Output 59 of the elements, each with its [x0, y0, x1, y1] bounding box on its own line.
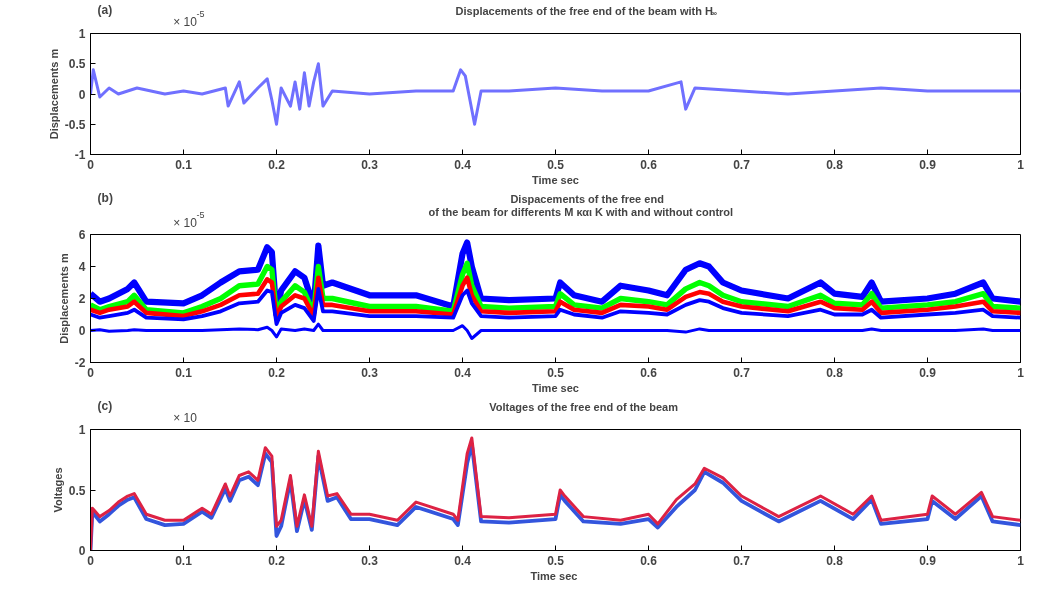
- x-tick-label: 0.2: [268, 553, 286, 568]
- y-tick-label: 4: [78, 260, 86, 274]
- chart-title: Dispacements of the free end of the beam for differents M και K with and without control: [428, 192, 734, 218]
- x-tick-label: 0.5: [547, 553, 565, 568]
- x-tick-label: 0.9: [919, 157, 937, 172]
- x-tick-label: 0.4: [454, 365, 472, 380]
- y-axis-title: Displacements m: [47, 48, 60, 140]
- x-tick-label: 0.6: [640, 157, 658, 172]
- x-tick-label: 0.7: [733, 553, 751, 568]
- x-tick-label: 1: [1017, 157, 1025, 172]
- x-tick-label: 0.3: [361, 553, 379, 568]
- x-tick-label: 0.4: [454, 553, 472, 568]
- x-tick-label: 1: [1017, 365, 1025, 380]
- y-tick-label: 0: [78, 324, 86, 338]
- x-tick-label: 0.2: [268, 365, 286, 380]
- x-tick-label: 0.6: [640, 553, 658, 568]
- x-tick-label: 0.7: [733, 365, 751, 380]
- x-tick-label: 0.7: [733, 157, 751, 172]
- text: × 10: [173, 410, 198, 425]
- x-tick-label: 0.3: [361, 157, 379, 172]
- line-series: [90, 287, 1021, 326]
- x-tick-label: 1: [1017, 553, 1025, 568]
- chart-title: Voltages of the free end of the beam: [489, 400, 679, 413]
- x-tick-label: 0.1: [175, 553, 193, 568]
- y-tick-label: 1: [78, 27, 86, 41]
- y-tick-label: -2: [74, 356, 86, 370]
- y-tick-label: 0.5: [68, 57, 86, 72]
- y-tick-label: 0.5: [68, 483, 86, 498]
- y-tick-label: -1: [74, 148, 86, 162]
- x-tick-label: 0.8: [826, 365, 844, 380]
- x-tick-label: 0.2: [268, 157, 286, 172]
- x-axis-title: Time sec: [532, 173, 579, 186]
- y-tick-label: -0.5: [64, 117, 86, 132]
- x-tick-label: 0.1: [175, 365, 193, 380]
- y-axis-title: Displacements m: [57, 253, 70, 344]
- y-axis-title: Voltages: [51, 467, 64, 513]
- x-tick-label: 0.6: [640, 365, 658, 380]
- y-tick-label: 2: [78, 292, 86, 306]
- x-tick-label: 0.8: [826, 553, 844, 568]
- x-tick-label: 0.4: [454, 157, 472, 172]
- x-tick-label: 0.5: [547, 365, 565, 380]
- x-tick-label: 0.9: [919, 365, 937, 380]
- x-tick-label: 0.9: [919, 553, 937, 568]
- text: (b): [97, 190, 113, 205]
- y-tick-label: 1: [78, 423, 86, 437]
- x-tick-label: 0.8: [826, 157, 844, 172]
- y-tick-label: 0: [78, 544, 86, 558]
- line-series: [90, 275, 1021, 320]
- y-tick-label: 6: [78, 228, 86, 242]
- line-series: [90, 322, 1021, 340]
- text: (a): [97, 2, 113, 17]
- text: (c): [97, 398, 113, 413]
- x-tick-label: 0.1: [175, 157, 193, 172]
- y-tick-label: 0: [78, 87, 86, 102]
- x-tick-label: 0.5: [547, 157, 565, 172]
- x-axis-title: Time sec: [530, 569, 578, 582]
- x-axis-title: Time sec: [532, 381, 579, 394]
- x-tick-label: 0.3: [361, 365, 379, 380]
- line-series: [90, 62, 1021, 126]
